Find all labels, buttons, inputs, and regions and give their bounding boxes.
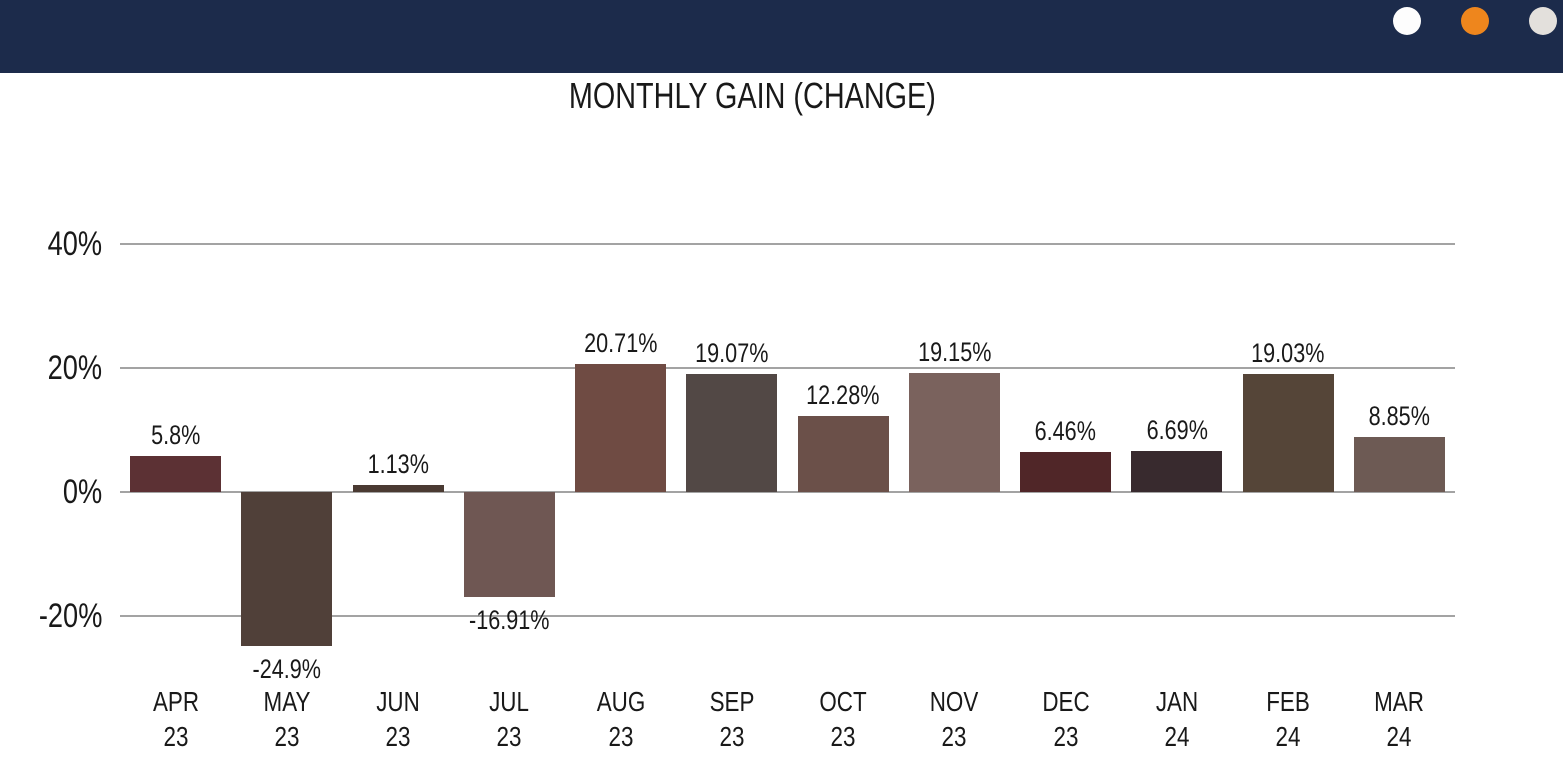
value-text: -16.91% — [469, 604, 550, 635]
year-text: 23 — [719, 721, 745, 752]
x-axis-label-aug: AUG 23 — [551, 684, 691, 754]
gridline-20% — [120, 367, 1455, 369]
value-text: 20.71% — [583, 327, 658, 358]
year-text: 23 — [163, 721, 189, 752]
y-tick-text: -20% — [38, 597, 103, 635]
bar-may-23[interactable] — [241, 492, 333, 647]
bar-value-label: 6.46% — [966, 416, 1166, 446]
bar-apr-23[interactable] — [130, 456, 222, 492]
month-text: FEB — [1266, 686, 1310, 717]
x-axis-label-may: MAY 23 — [217, 684, 357, 754]
x-axis-label-oct: OCT 23 — [773, 684, 913, 754]
bar-value-label: -24.9% — [187, 654, 387, 684]
bar-value-label: 19.03% — [1188, 338, 1388, 368]
year-text: 23 — [496, 721, 522, 752]
bar-value-label: 6.69% — [1077, 415, 1277, 445]
y-tick-text: 0% — [62, 473, 102, 511]
gridline--20% — [120, 615, 1455, 617]
x-axis-label-dec: DEC 23 — [996, 684, 1136, 754]
bar-mar-24[interactable] — [1353, 437, 1445, 492]
value-text: 5.8% — [150, 420, 201, 451]
y-axis-tick-label: -20% — [10, 596, 103, 636]
y-axis-tick-label: 40% — [10, 224, 102, 264]
month-text: AUG — [596, 686, 645, 717]
value-text: 19.03% — [1251, 338, 1325, 368]
year-text: 23 — [941, 721, 967, 752]
orange-dot-button[interactable] — [1461, 7, 1489, 35]
gray-dot-button[interactable] — [1529, 7, 1557, 35]
bar-value-label: 1.13% — [298, 449, 498, 479]
x-axis-label-jan: JAN 24 — [1107, 684, 1247, 754]
bar-value-label: 5.8% — [76, 420, 276, 450]
year-text: 24 — [1164, 721, 1190, 752]
month-text: APR — [152, 686, 199, 717]
month-text: MAY — [263, 686, 311, 717]
white-dot-button[interactable] — [1393, 7, 1421, 35]
bar-nov-23[interactable] — [908, 373, 1000, 492]
gridline-40% — [120, 243, 1455, 245]
month-text: JAN — [1155, 686, 1199, 717]
bar-jul-23[interactable] — [463, 492, 555, 597]
month-text: OCT — [819, 686, 867, 717]
bar-jun-23[interactable] — [352, 484, 444, 492]
x-axis-label-sep: SEP 23 — [662, 684, 802, 754]
value-text: 19.07% — [695, 337, 769, 368]
x-axis-label-nov: NOV 23 — [884, 684, 1024, 754]
value-text: 1.13% — [367, 448, 429, 479]
value-text: 8.85% — [1368, 401, 1430, 432]
year-text: 23 — [830, 721, 856, 752]
value-text: 12.28% — [806, 379, 880, 410]
bar-jan-24[interactable] — [1131, 450, 1223, 492]
year-text: 23 — [274, 721, 300, 752]
month-text: DEC — [1041, 686, 1090, 717]
bar-feb-24[interactable] — [1242, 374, 1334, 492]
bar-value-label: 12.28% — [743, 380, 943, 410]
top-navy-bar — [0, 0, 1563, 73]
value-text: 6.69% — [1146, 414, 1208, 445]
year-text: 23 — [385, 721, 411, 752]
value-text: 6.46% — [1035, 415, 1097, 446]
bar-value-label: -16.91% — [409, 605, 609, 635]
gridline-0% — [120, 491, 1455, 493]
y-tick-text: 20% — [47, 349, 102, 387]
x-axis-label-feb: FEB 24 — [1218, 684, 1358, 754]
bar-dec-23[interactable] — [1020, 451, 1112, 492]
bar-value-label: 20.71% — [521, 328, 721, 358]
year-text: 24 — [1275, 721, 1301, 752]
bar-value-label: 19.15% — [854, 337, 1054, 367]
bar-oct-23[interactable] — [797, 415, 889, 492]
bar-value-label: 19.07% — [632, 338, 832, 368]
month-text: SEP — [709, 686, 755, 717]
bar-aug-23[interactable] — [575, 363, 667, 492]
month-text: JUN — [376, 686, 420, 717]
year-text: 24 — [1386, 721, 1412, 752]
month-text: NOV — [930, 686, 979, 717]
x-axis-label-jul: JUL 23 — [439, 684, 579, 754]
bar-sep-23[interactable] — [686, 373, 778, 492]
y-axis-tick-label: 0% — [10, 472, 102, 512]
month-text: MAR — [1374, 686, 1425, 717]
month-text: JUL — [489, 686, 530, 717]
value-text: 19.15% — [917, 337, 991, 368]
x-axis-label-jun: JUN 23 — [328, 684, 468, 754]
y-axis-tick-label: 20% — [10, 348, 102, 388]
bar-value-label: 8.85% — [1299, 401, 1499, 431]
value-text: -24.9% — [252, 654, 322, 685]
x-axis-label-mar: MAR 24 — [1329, 684, 1469, 754]
chart-title: MONTHLY GAIN (CHANGE) — [569, 75, 936, 116]
x-axis-label-apr: APR 23 — [106, 684, 246, 754]
y-tick-text: 40% — [47, 225, 102, 263]
year-text: 23 — [1053, 721, 1079, 752]
year-text: 23 — [608, 721, 634, 752]
